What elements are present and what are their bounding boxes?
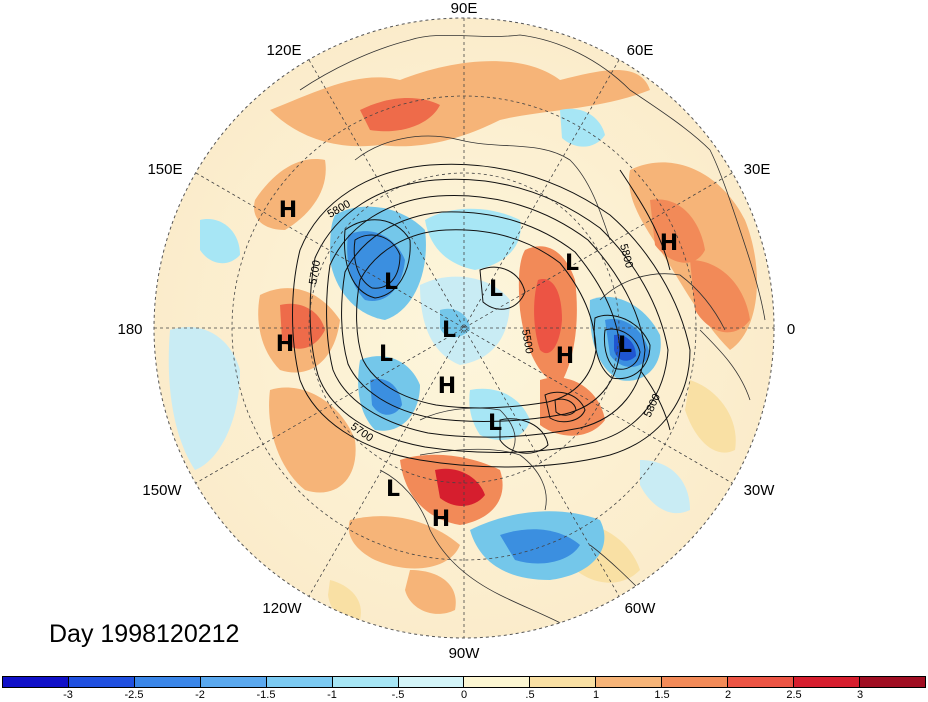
- anomaly-field: [154, 18, 774, 638]
- colorbar-ticks: -3 -2.5 -2 -1.5 -1 -.5 0 .5 1 1.5 2 2.5 3: [0, 689, 928, 702]
- colorbar-box: [859, 677, 925, 687]
- contour-label: 5500: [519, 328, 535, 354]
- graticule: [154, 18, 774, 638]
- colorbar-box: [728, 677, 795, 687]
- colorbar-tick-label: .5: [525, 689, 535, 701]
- colorbar-tick-label: -3: [63, 689, 73, 701]
- lon-label-30e: 30E: [744, 161, 771, 178]
- low-center-europe: L: [618, 333, 632, 358]
- lon-label-0: 0: [787, 321, 795, 338]
- lon-label-30w: 30W: [744, 482, 776, 499]
- low-center-north-pole: L: [442, 318, 456, 343]
- colorbar-box: [200, 677, 267, 687]
- colorbar-tick-label: -2.5: [124, 689, 144, 701]
- colorbar-box: [530, 677, 597, 687]
- colorbar-box: [332, 677, 399, 687]
- low-center-bering: L: [379, 342, 393, 367]
- cool-anomalies: [168, 108, 690, 580]
- colorbar-tick-label: -1.5: [256, 689, 276, 701]
- day-label: Day 1998120212: [49, 620, 240, 648]
- lon-label-60w: 60W: [625, 600, 657, 617]
- polar-map: 90E 60E 30E 0 30W 60W 90W 120W 150W 180 …: [117, 0, 795, 662]
- low-center-barents: L: [565, 251, 579, 276]
- map-boundary: [153, 17, 775, 639]
- lon-label-180: 180: [117, 321, 142, 338]
- colorbar-box: [662, 677, 729, 687]
- high-center-siberia-east: H: [279, 198, 297, 223]
- low-center-hudson: L: [488, 411, 502, 436]
- low-center-north-pacific: L: [384, 270, 398, 295]
- colorbar-box: [134, 677, 201, 687]
- colorbar-box: [68, 677, 135, 687]
- colorbar-box: [398, 677, 465, 687]
- high-center-mexico: H: [432, 507, 450, 532]
- colorbar-tick-label: 2.5: [786, 689, 802, 701]
- colorbar-tick-label: -2: [195, 689, 205, 701]
- colorbar-tick-label: 3: [856, 689, 864, 701]
- colorbar: [2, 676, 926, 688]
- colorbar-box: [596, 677, 663, 687]
- lon-label-150e: 150E: [147, 161, 182, 178]
- low-center-arctic-siberia: L: [489, 277, 503, 302]
- coastlines: [299, 34, 766, 638]
- pressure-centers: H H L L L L L H L H L H L H: [276, 198, 678, 532]
- colorbar-box: [266, 677, 333, 687]
- colorbar-tick-label: 0: [460, 689, 468, 701]
- low-center-pacific-northwest: L: [386, 477, 400, 502]
- colorbar-box: [794, 677, 860, 687]
- colorbar-tick-label: -.5: [391, 689, 405, 701]
- lon-label-90e: 90E: [451, 0, 478, 17]
- contour-label: 5700: [307, 259, 323, 285]
- high-center-arctic-canada: H: [438, 374, 456, 399]
- high-center-scandinavia: H: [556, 344, 574, 369]
- warm-anomalies: [254, 61, 757, 622]
- lon-label-120w: 120W: [262, 600, 302, 617]
- lon-label-150w: 150W: [142, 482, 182, 499]
- lon-label-120e: 120E: [266, 42, 301, 59]
- high-center-dateline: H: [276, 332, 294, 357]
- high-center-north-africa: H: [660, 231, 678, 256]
- colorbar-tick-label: -1: [327, 689, 337, 701]
- colorbar-tick-label: 1.5: [654, 689, 670, 701]
- colorbar-tick-label: 2: [724, 689, 732, 701]
- colorbar-box: [464, 677, 531, 687]
- colorbar-tick-label: 1: [592, 689, 600, 701]
- lon-label-60e: 60E: [627, 42, 654, 59]
- lon-label-90w: 90W: [449, 645, 481, 662]
- longitude-labels: 90E 60E 30E 0 30W 60W 90W 120W 150W 180 …: [117, 0, 795, 662]
- height-contours: [292, 163, 691, 468]
- colorbar-box: [3, 677, 69, 687]
